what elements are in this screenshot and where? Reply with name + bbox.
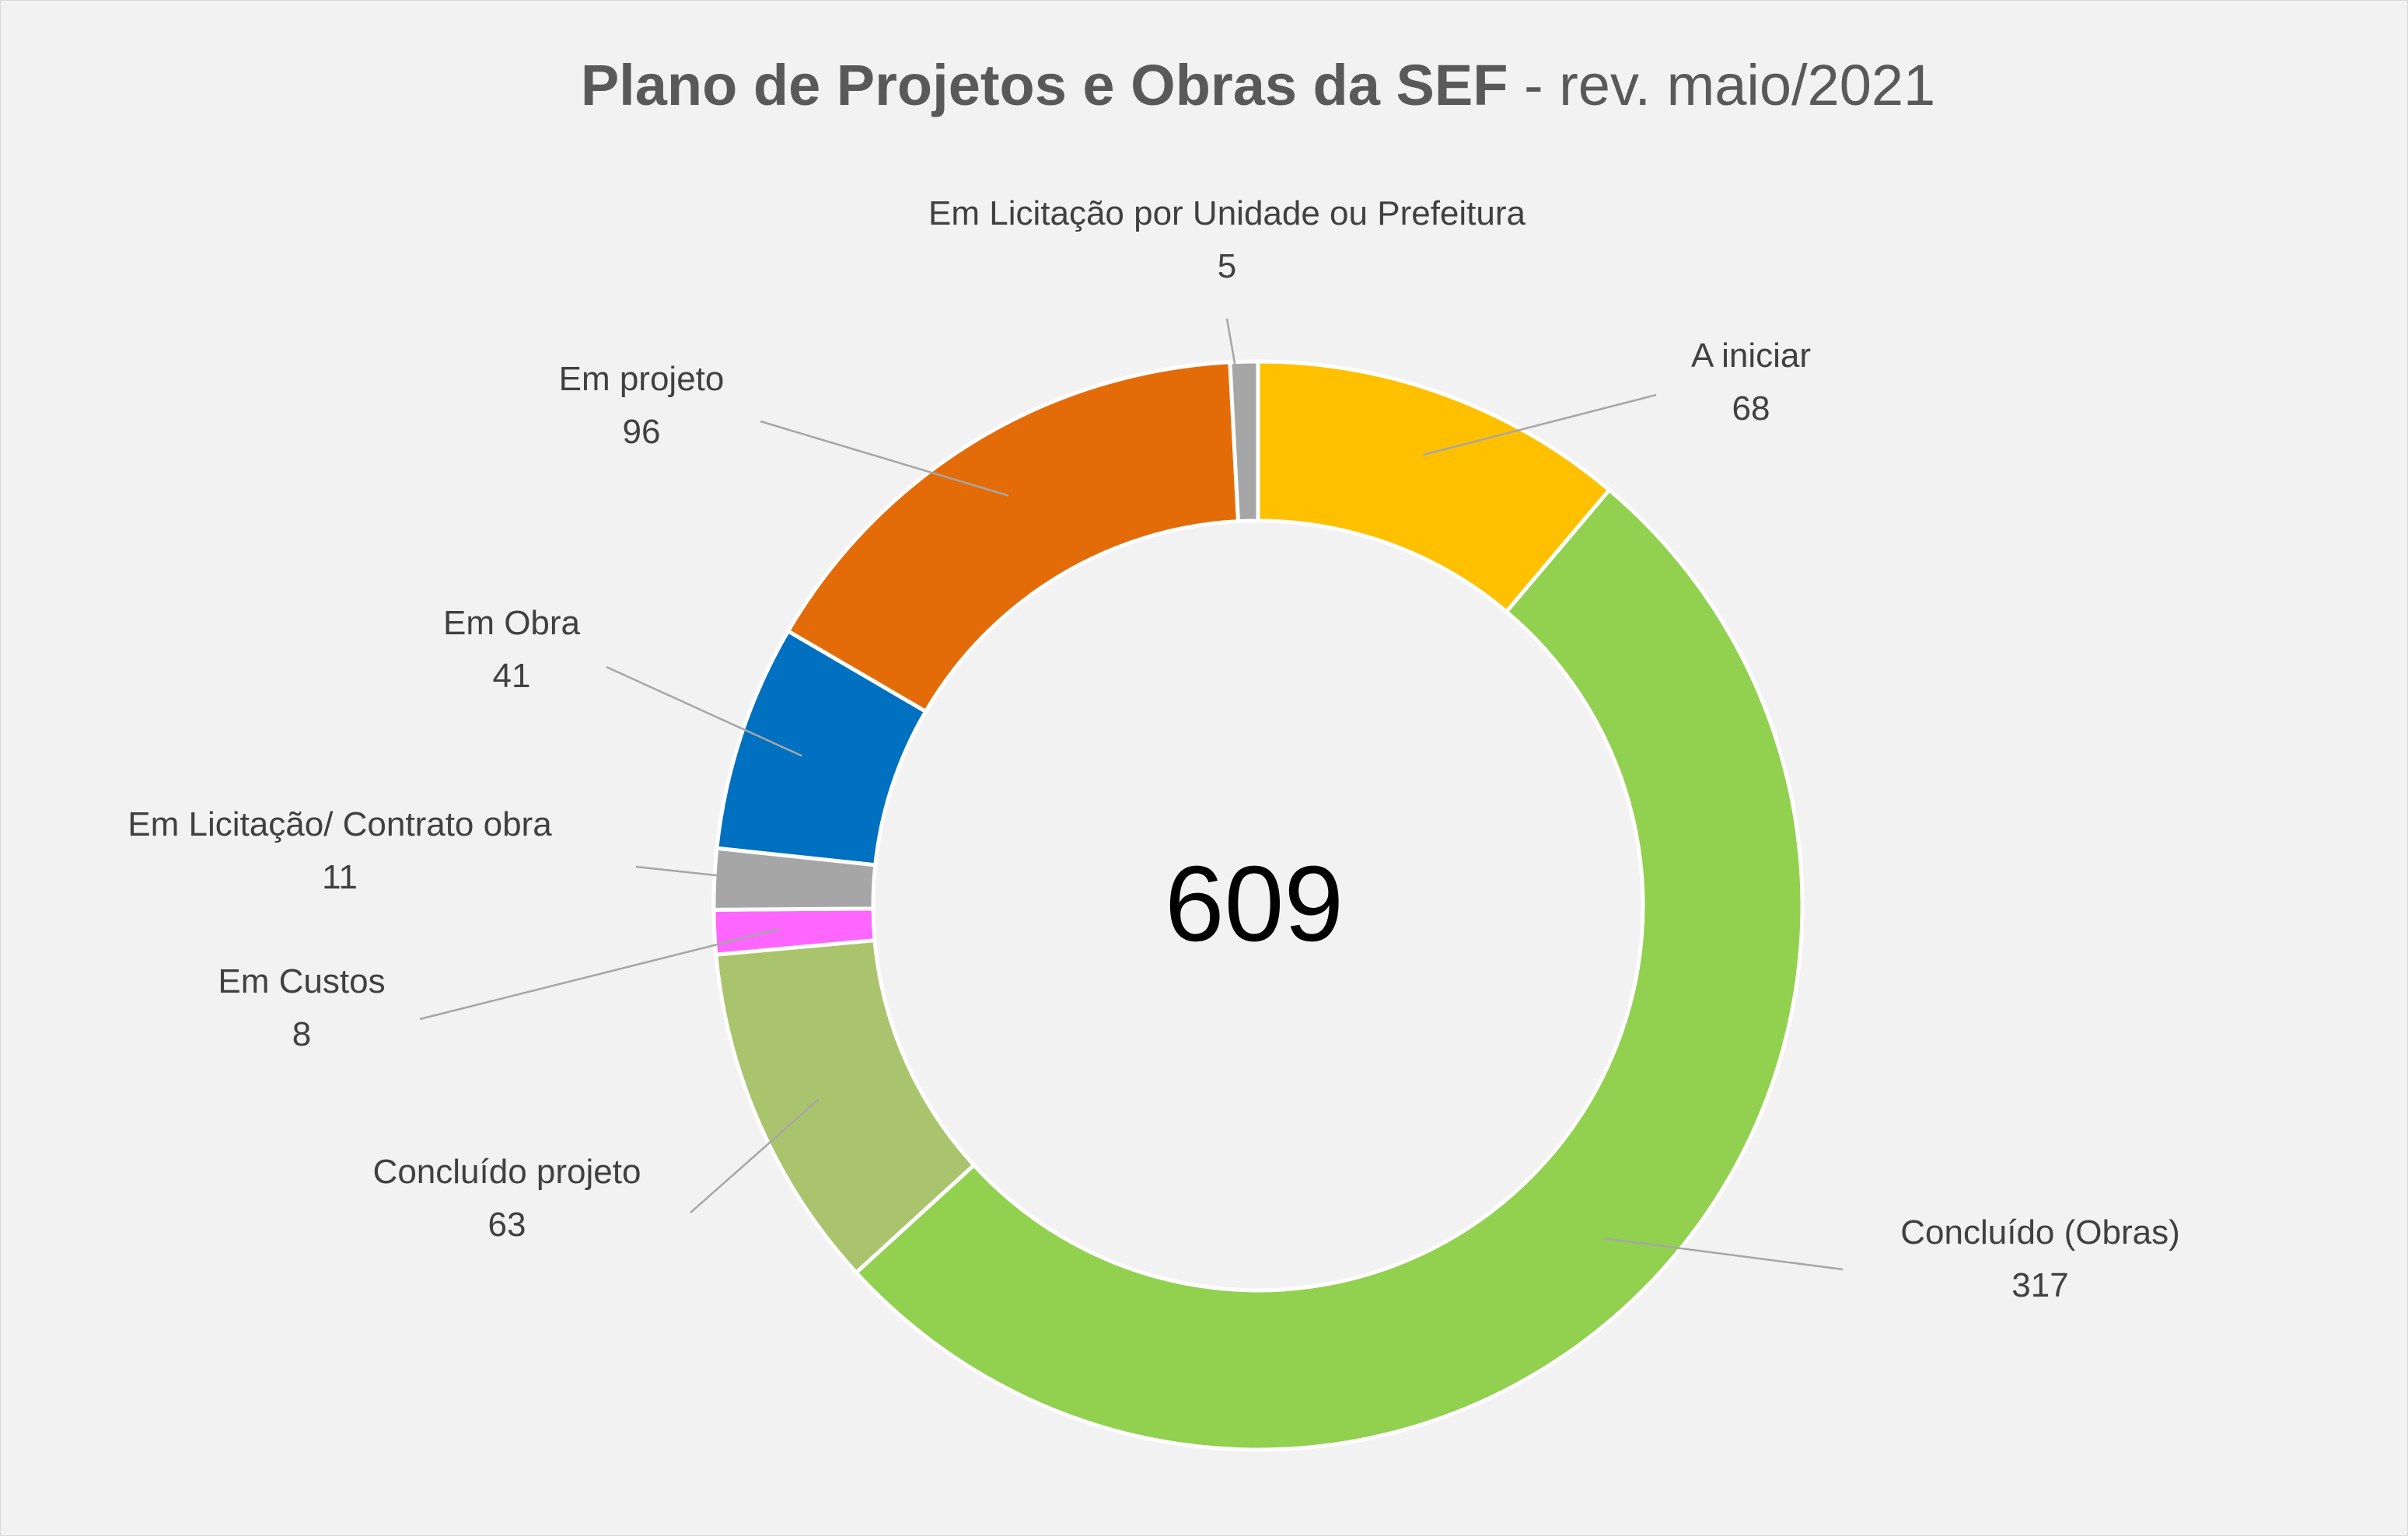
- slice-value-label: 41: [493, 657, 531, 695]
- slice-label: Em Licitação por Unidade ou Prefeitura: [928, 194, 1526, 232]
- slice-value-label: 96: [623, 413, 661, 451]
- slice-value-label: 68: [1732, 389, 1770, 428]
- donut-slice: [1228, 359, 1260, 524]
- leader-line: [606, 665, 802, 757]
- leader-line: [635, 865, 779, 883]
- chart-title: Plano de Projetos e Obras da SEF - rev. …: [581, 53, 1935, 117]
- leader-line: [1422, 393, 1657, 456]
- slice-value-label: 5: [1218, 247, 1236, 285]
- leader-line: [690, 1098, 820, 1213]
- leaders-layer: [419, 318, 1844, 1271]
- slice-value-label: 63: [488, 1206, 526, 1244]
- donut-slice: [853, 487, 1805, 1452]
- slice-label: Em projeto: [559, 360, 725, 398]
- leader-line: [760, 420, 1009, 497]
- slice-value-label: 8: [292, 1015, 311, 1053]
- leader-line: [1603, 1237, 1844, 1271]
- slice-label: Concluído projeto: [373, 1153, 641, 1191]
- slice-label: A iniciar: [1691, 337, 1811, 375]
- donut-slice: [785, 360, 1241, 714]
- leader-line: [1225, 318, 1247, 426]
- chart-title-bold: Plano de Projetos e Obras da SEF: [581, 53, 1508, 117]
- leader-line: [419, 928, 779, 1021]
- slice-label: Em Obra: [443, 604, 581, 642]
- slice-value-label: 317: [2011, 1266, 2068, 1304]
- slice-label: Concluído (Obras): [1900, 1213, 2179, 1251]
- slices-layer: [711, 359, 1805, 1452]
- slice-label: Em Licitação/ Contrato obra: [128, 805, 552, 843]
- labels-layer: A iniciar 68 Concluído (Obras) 317 Concluído…: [128, 194, 2179, 1304]
- center-total: 609: [1165, 844, 1344, 964]
- slice-value-label: 11: [322, 858, 358, 896]
- slice-label: Em Custos: [218, 962, 385, 1000]
- chart-title-rest: - rev. maio/2021: [1508, 53, 1935, 117]
